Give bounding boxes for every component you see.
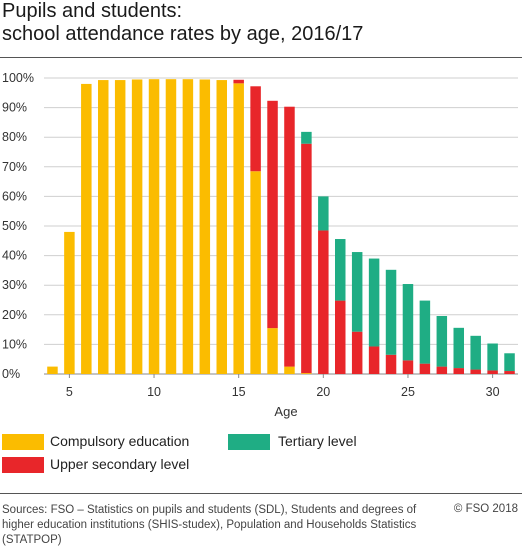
x-tick-label: 10	[147, 385, 161, 399]
bar-segment	[470, 335, 481, 370]
y-tick-label: 70%	[2, 160, 27, 174]
bar-segment	[385, 269, 397, 355]
bar-segment	[470, 369, 481, 374]
bar-segment	[233, 83, 244, 374]
bar-segment	[284, 106, 295, 367]
bar-segment	[419, 363, 431, 374]
title-line-2: school attendance rates by age, 2016/17	[2, 23, 364, 45]
bar-segment	[81, 83, 92, 375]
bar-segment	[419, 300, 431, 364]
x-tick-label: 20	[316, 385, 330, 399]
bar-segment	[131, 79, 143, 374]
x-tick-label: 5	[66, 385, 73, 399]
title-line-1: Pupils and students:	[2, 0, 183, 22]
bar-segment	[267, 328, 278, 374]
bar-segment	[436, 366, 448, 374]
y-tick-label: 80%	[2, 130, 27, 144]
bar-segment	[453, 368, 464, 374]
bar-segment	[199, 79, 211, 374]
bar-segment	[402, 360, 414, 374]
source-note: Sources: FSO – Statistics on pupils and …	[2, 504, 417, 546]
bar-segment	[335, 300, 346, 374]
bar-segment	[216, 80, 227, 375]
bar-segment	[114, 80, 126, 375]
x-axis-label: Age	[274, 404, 297, 419]
bar-segment	[487, 343, 498, 371]
bar-segment	[64, 231, 75, 374]
bar-segment	[368, 258, 380, 347]
bar-segment	[233, 79, 244, 84]
bar-segment	[504, 353, 515, 372]
legend-swatch-compulsory	[2, 434, 44, 450]
title-rule	[0, 57, 522, 58]
bar-segment	[335, 239, 346, 301]
bar-segment	[267, 100, 278, 329]
y-tick-label: 50%	[2, 219, 27, 233]
bar-segment	[301, 373, 312, 374]
bar-segment	[47, 366, 58, 374]
footer-rule	[0, 493, 522, 494]
bar-segment	[182, 79, 194, 375]
bar-segment	[98, 80, 109, 375]
bar-segment	[250, 171, 261, 374]
y-tick-label: 20%	[2, 308, 27, 322]
bar-segment	[284, 366, 295, 374]
bar-segment	[301, 131, 312, 144]
y-tick-label: 60%	[2, 189, 27, 203]
bar-segment	[165, 79, 177, 375]
x-tick-label: 30	[486, 385, 500, 399]
legend-label-upper-secondary: Upper secondary level	[50, 456, 190, 472]
copyright: © FSO 2018	[453, 503, 518, 515]
x-tick-label: 15	[232, 385, 246, 399]
legend-label-tertiary: Tertiary level	[278, 433, 357, 449]
bar-segment	[318, 196, 329, 231]
bar-segment	[436, 315, 448, 367]
y-tick-label: 40%	[2, 249, 27, 263]
bar-segment	[487, 370, 498, 374]
bar-segment	[504, 371, 515, 374]
y-tick-label: 30%	[2, 278, 27, 292]
bar-segment	[351, 331, 363, 374]
chart-title: Pupils and students: school attendance r…	[2, 0, 363, 46]
bar-segment	[402, 284, 414, 361]
bar-segment	[250, 86, 261, 172]
bar-segment	[318, 230, 329, 374]
legend-swatch-tertiary	[228, 434, 270, 450]
y-tick-label: 0%	[2, 367, 20, 381]
bar-segment	[148, 79, 160, 375]
legend-label-compulsory: Compulsory education	[50, 433, 190, 449]
y-tick-label: 10%	[2, 337, 27, 351]
bar-segment	[368, 346, 380, 374]
bar-segment	[301, 143, 312, 374]
bar-segment	[453, 327, 464, 369]
y-tick-label: 100%	[2, 71, 34, 85]
legend-swatch-upper-secondary	[2, 457, 44, 473]
y-tick-label: 90%	[2, 101, 27, 115]
bar-segment	[351, 252, 363, 332]
x-tick-label: 25	[401, 385, 415, 399]
stacked-bar-chart: 0% 10% 20% 30% 40% 50% 60% 70% 80% 90% 100% 5 10 15 20…	[2, 71, 518, 419]
bar-segment	[385, 354, 397, 374]
